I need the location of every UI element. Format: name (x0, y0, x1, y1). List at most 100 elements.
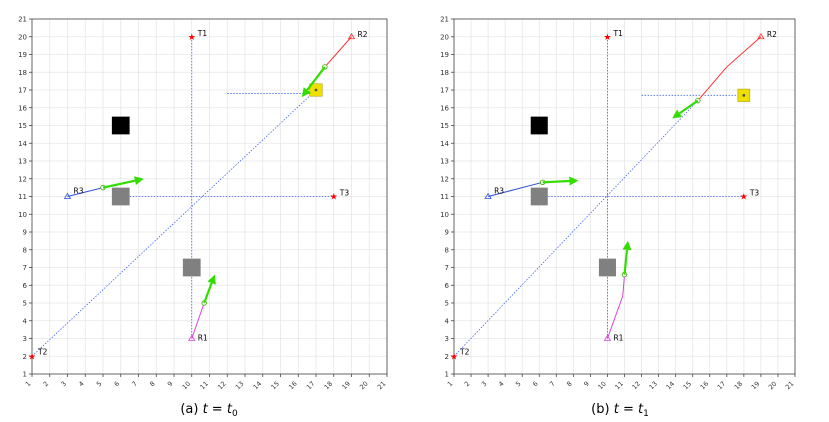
target-label: T1 (197, 29, 208, 38)
y-tick-label: 15 (440, 122, 449, 130)
x-tick-label: 5 (95, 380, 104, 389)
y-tick-label: 18 (440, 69, 449, 77)
guide-line (31, 89, 317, 357)
panel-b: 1 2 3 4 5 6 7 8 9 10 11 12 13 14 15 16 17 18 19 20 211234567… (440, 16, 795, 392)
robot-arrow (623, 249, 629, 275)
x-tick-label: 3 (59, 380, 68, 389)
obstacle (182, 258, 201, 277)
y-tick-label: 2 (23, 353, 27, 361)
y-tick-label: 16 (440, 104, 449, 112)
x-tick-label: 2 (463, 380, 472, 389)
x-tick-label: 12 (216, 380, 228, 392)
x-tick-label: 16 (287, 380, 299, 392)
y-tick-label: 12 (440, 175, 449, 183)
target-label: T2 (37, 347, 48, 356)
y-tick-label: 20 (18, 33, 27, 41)
robot-label: R2 (767, 30, 777, 39)
x-tick-label: 8 (565, 380, 574, 389)
y-tick-label: 20 (440, 33, 449, 41)
y-tick-label: 6 (445, 282, 450, 290)
obstacle (530, 116, 548, 135)
x-tick-label: 3 (480, 380, 489, 389)
y-tick-label: 9 (23, 229, 27, 237)
x-tick-label: 5 (514, 380, 523, 389)
robot-arrow (542, 179, 570, 184)
target-star: ★ (330, 193, 338, 203)
goal-marker-dot (314, 88, 318, 92)
obstacle (111, 187, 130, 206)
obstacle (598, 258, 616, 277)
robot-start (603, 334, 612, 341)
y-tick-label: 10 (440, 211, 449, 219)
goal-marker-dot (742, 93, 746, 97)
robot-start (63, 192, 72, 199)
y-tick-label: 7 (23, 264, 27, 272)
robot-start (188, 334, 196, 341)
x-tick-label: 4 (497, 380, 506, 389)
target-label: T3 (749, 189, 760, 198)
x-tick-label: 11 (198, 380, 210, 392)
robot-label: R2 (358, 30, 368, 39)
y-tick-label: 16 (18, 104, 27, 112)
y-tick-label: 14 (440, 140, 449, 148)
x-tick-label: 10 (596, 380, 608, 392)
x-tick-label: 11 (613, 380, 625, 392)
caption-b: (b) t = t1 (591, 402, 649, 419)
robot-arrow-head (622, 240, 632, 251)
robot-path (606, 274, 625, 339)
robot-label: R1 (613, 334, 623, 343)
y-tick-label: 5 (445, 300, 449, 308)
y-tick-label: 8 (445, 246, 449, 254)
robot-arrow (102, 179, 136, 189)
x-tick-label: 14 (252, 380, 264, 392)
x-tick-label: 19 (340, 380, 352, 392)
target-star: ★ (450, 352, 458, 362)
x-tick-label: 19 (750, 380, 762, 392)
x-tick-label: 21 (784, 380, 796, 392)
x-tick-label: 14 (665, 380, 677, 392)
y-tick-label: 3 (23, 335, 27, 343)
robot-path (697, 36, 762, 101)
x-tick-label: 13 (234, 380, 246, 392)
y-tick-label: 13 (18, 158, 27, 166)
x-tick-label: 20 (358, 380, 370, 392)
y-tick-label: 14 (18, 140, 27, 148)
y-tick-label: 1 (23, 371, 27, 379)
robot-path (324, 36, 352, 68)
target-star: ★ (188, 33, 196, 43)
x-tick-label: 17 (305, 380, 317, 392)
y-tick-label: 4 (445, 317, 450, 325)
x-tick-label: 2 (42, 380, 51, 389)
target-label: T2 (459, 347, 470, 356)
x-tick-label: 10 (181, 380, 193, 392)
x-tick-label: 6 (531, 380, 540, 389)
y-tick-label: 7 (445, 264, 449, 272)
x-tick-label: 7 (548, 380, 557, 389)
x-tick-label: 1 (446, 380, 455, 389)
x-tick-label: 7 (130, 380, 139, 389)
target-star: ★ (740, 193, 748, 203)
target-label: T3 (339, 189, 350, 198)
robot-path (487, 181, 543, 197)
y-tick-label: 12 (18, 175, 27, 183)
y-tick-label: 21 (18, 16, 27, 24)
x-tick-label: 21 (376, 380, 388, 392)
robot-path (67, 187, 104, 197)
y-tick-label: 19 (440, 51, 449, 59)
panel-a: 1 2 3 4 5 6 7 8 9 10 11 12 13 14 15 16 17 18 19 20 211234567… (18, 16, 387, 392)
y-tick-label: 2 (445, 353, 449, 361)
y-tick-label: 9 (445, 229, 449, 237)
robot-path (191, 302, 205, 339)
y-tick-label: 11 (18, 193, 27, 201)
y-tick-label: 3 (445, 335, 449, 343)
x-tick-label: 16 (699, 380, 711, 392)
y-tick-label: 11 (440, 193, 449, 201)
robot-label: R1 (198, 334, 208, 343)
robot-arrow-head (301, 87, 311, 98)
x-tick-label: 8 (148, 380, 157, 389)
y-tick-label: 1 (445, 371, 449, 379)
y-tick-label: 17 (440, 87, 449, 95)
x-tick-label: 9 (582, 380, 591, 389)
robot-arrow (679, 99, 699, 115)
robot-start (347, 32, 356, 40)
